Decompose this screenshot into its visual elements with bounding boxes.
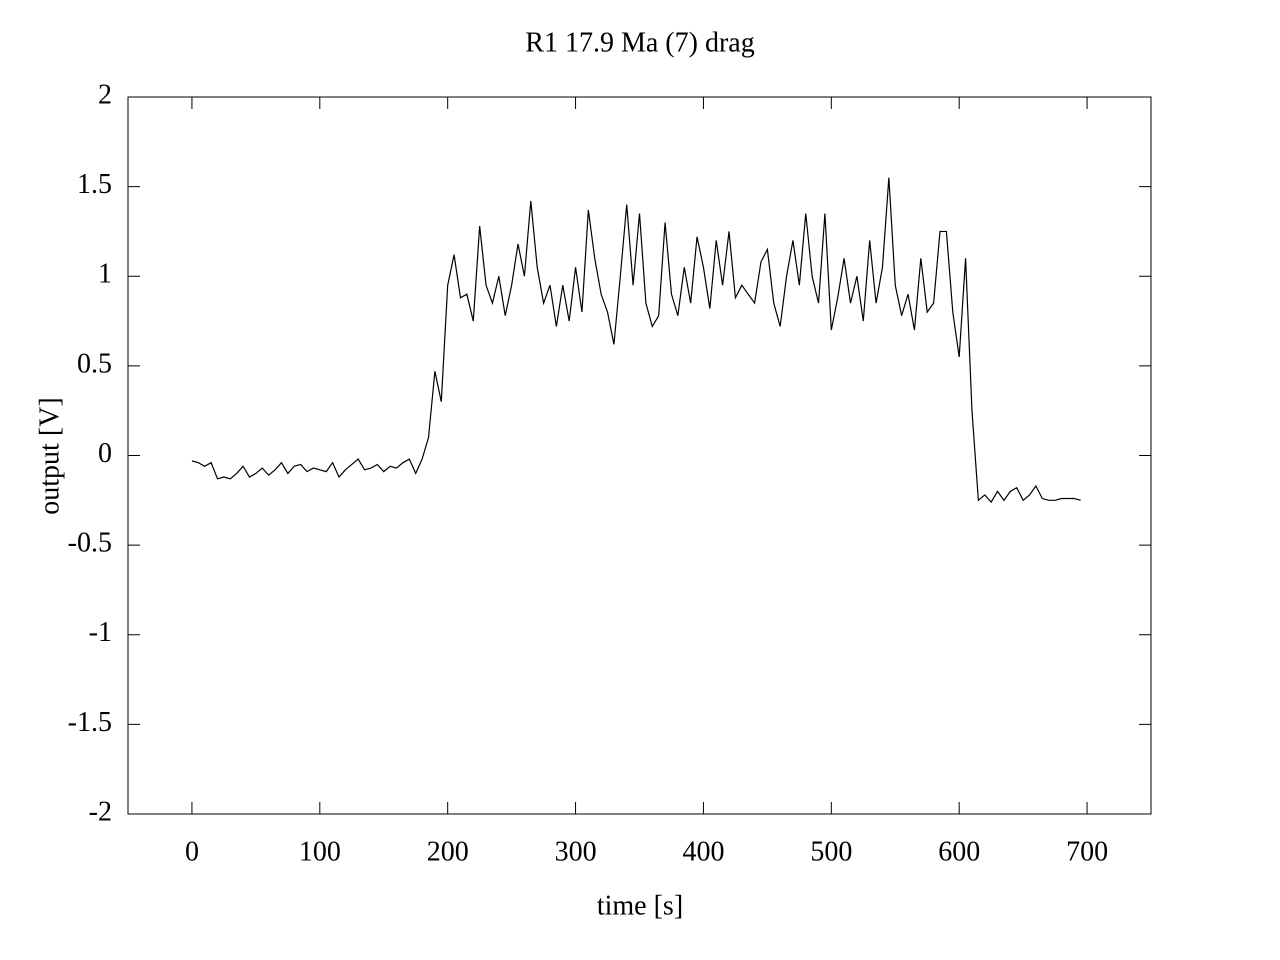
y-tick-label: 0 xyxy=(98,438,112,469)
x-tick-label: 0 xyxy=(185,836,199,867)
plot-frame xyxy=(127,96,1152,815)
x-tick-label: 400 xyxy=(682,836,724,867)
y-tick-label: -2 xyxy=(89,796,112,827)
data-line xyxy=(191,177,1081,504)
x-tick-label: 300 xyxy=(555,836,597,867)
y-tick-label: 2 xyxy=(98,79,112,110)
y-tick-label: 0.5 xyxy=(77,348,112,379)
y-tick-label: -1 xyxy=(89,617,112,648)
x-tick-label: 200 xyxy=(427,836,469,867)
y-tick-label: -0.5 xyxy=(68,528,112,559)
x-tick-label: 700 xyxy=(1066,836,1108,867)
y-tick-label: 1.5 xyxy=(77,169,112,200)
y-tick-label: 1 xyxy=(98,259,112,290)
x-tick-label: 500 xyxy=(810,836,852,867)
y-axis-label: output [V] xyxy=(34,397,65,514)
x-axis-label: time [s] xyxy=(597,890,683,921)
x-tick-label: 600 xyxy=(938,836,980,867)
x-tick-label: 100 xyxy=(299,836,341,867)
chart-title: R1 17.9 Ma (7) drag xyxy=(525,27,754,58)
y-tick-label: -1.5 xyxy=(68,707,112,738)
